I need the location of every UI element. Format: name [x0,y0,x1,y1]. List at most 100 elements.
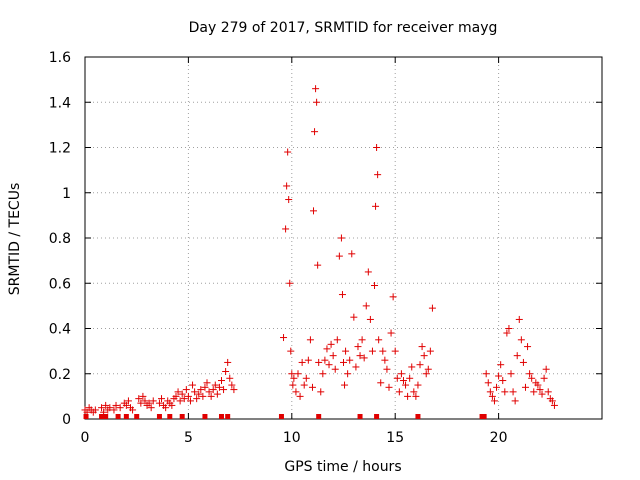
data-point [220,386,228,394]
data-point [387,329,395,337]
data-point [284,148,292,156]
data-point [420,352,428,360]
data-point [528,374,536,382]
data-point [98,404,106,412]
bottom-marker [278,414,284,419]
data-point [540,374,548,382]
data-point [402,381,410,389]
data-point [517,336,525,344]
data-point [352,363,360,371]
data-point [312,85,320,93]
bottom-marker [156,414,162,419]
data-point [287,347,295,355]
data-point [393,374,401,382]
data-point [373,144,381,151]
data-point [526,370,534,378]
data-point [300,381,308,389]
data-point [201,383,209,391]
data-point [536,386,544,394]
data-point [495,372,503,380]
data-point [228,381,236,389]
data-point [222,367,230,375]
data-point [315,358,323,366]
bottom-marker [167,414,173,419]
data-point [366,315,374,323]
y-tick-label: 1 [62,186,71,202]
data-point [404,392,412,400]
data-point [340,358,347,366]
data-point [176,397,184,405]
data-point [230,386,238,394]
data-point [389,293,397,301]
data-point [282,225,290,233]
data-point [184,392,192,400]
data-point [342,347,350,355]
data-point [358,336,366,344]
data-point [145,399,153,407]
data-point [524,343,532,351]
data-point [280,334,288,342]
data-point [158,395,166,403]
bottom-marker [415,414,421,419]
bottom-marker [481,414,487,419]
data-point [544,388,552,396]
data-point [368,347,376,355]
data-point [197,386,205,394]
bottom-marker [123,414,129,419]
data-point [149,397,157,405]
data-point [397,370,405,378]
data-point [354,343,362,351]
data-point [139,392,147,400]
data-point [395,388,403,396]
y-tick-label: 1.6 [49,50,71,66]
data-point [304,356,312,364]
data-point [414,381,422,389]
data-point [488,392,496,400]
data-point [285,196,293,204]
data-point [310,207,318,215]
data-point [178,390,186,398]
bottom-marker [103,414,109,419]
data-point [418,343,426,351]
data-point [209,386,217,394]
x-axis-title: GPS time / hours [284,459,401,475]
data-point [534,381,542,389]
data-point [215,383,223,391]
data-point [408,363,416,371]
data-point [381,356,389,364]
data-point [360,354,368,362]
data-point [412,392,420,400]
data-point [122,401,130,409]
data-point [186,397,194,405]
data-points [81,85,558,416]
data-point [203,379,211,387]
data-point [141,397,149,405]
data-point [399,377,407,385]
data-point [162,404,170,412]
bottom-marker [134,414,140,419]
data-point [189,381,197,389]
data-point [226,374,234,382]
data-point [505,325,513,332]
data-point [205,388,213,396]
data-point [308,383,316,391]
y-axis-title: SRMTID / TECUs [7,183,23,296]
data-point [290,374,298,382]
data-point [217,377,225,385]
data-point [327,340,335,348]
data-point [542,365,550,373]
data-point [348,250,356,258]
data-point [371,282,379,290]
data-point [519,358,527,366]
bottom-marker [179,414,185,419]
data-point [515,315,523,323]
data-point [319,370,327,378]
data-point [530,388,538,396]
bottom-markers [83,414,487,419]
data-point [344,370,352,378]
data-point [484,379,492,387]
data-point [112,401,120,409]
x-tick-label: 10 [283,430,301,446]
data-point [503,329,511,337]
